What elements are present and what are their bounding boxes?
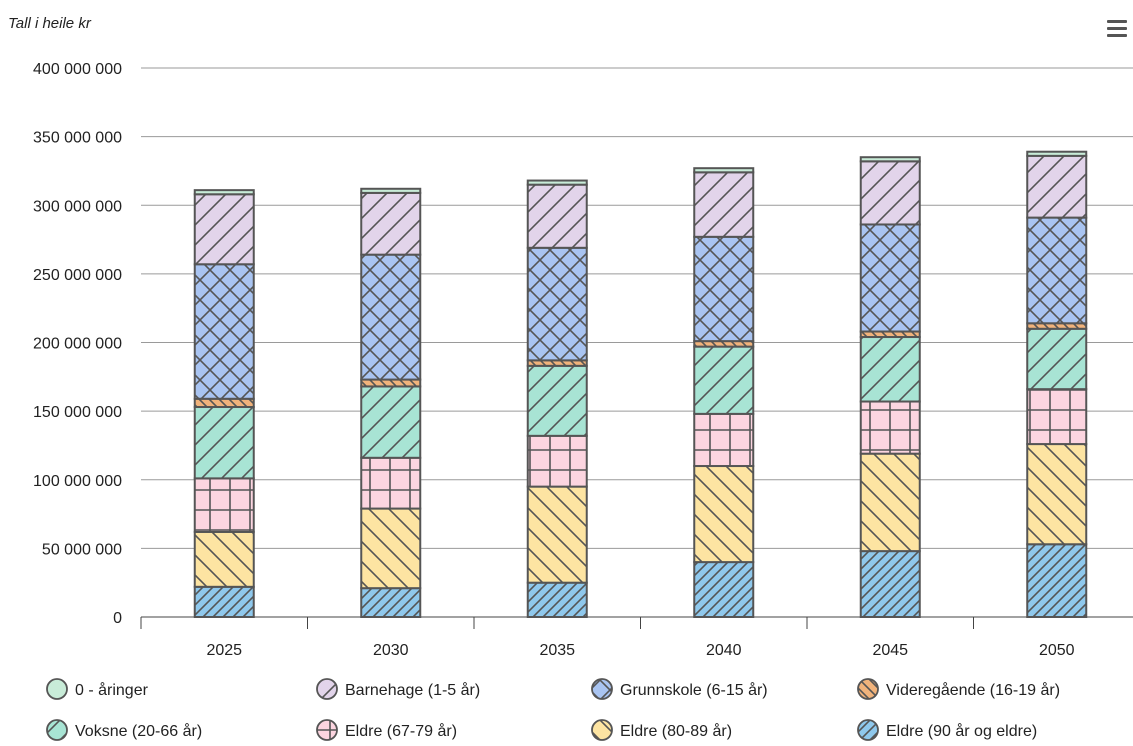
legend: 0 - åringer Barnehage (1-5 år) Grunnskole …	[46, 678, 1060, 741]
bar-segment[interactable]	[526, 246, 588, 362]
bar-segment[interactable]	[859, 336, 921, 403]
bar-stack-2025	[193, 189, 255, 618]
bar-segment[interactable]	[193, 263, 255, 400]
bar-segment[interactable]	[693, 167, 755, 174]
bar-segment[interactable]	[193, 530, 255, 588]
legend-item[interactable]: Videregående (16-19 år)	[857, 678, 1060, 700]
legend-symbol	[591, 719, 613, 741]
bar-segment[interactable]	[1026, 327, 1088, 391]
x-axis: 2025 2030 2035 2040 2045 2050	[140, 617, 1075, 659]
bar-segment[interactable]	[1026, 388, 1088, 446]
legend-symbol	[591, 678, 613, 700]
legend-label: Videregående (16-19 år)	[886, 681, 1060, 699]
legend-item[interactable]: Eldre (90 år og eldre)	[857, 719, 1037, 741]
legend-label: Eldre (67-79 år)	[345, 722, 457, 740]
bar-segment[interactable]	[859, 160, 921, 226]
legend-item[interactable]: Grunnskole (6-15 år)	[591, 678, 768, 700]
bar-segment[interactable]	[360, 507, 422, 590]
y-tick-label: 150 000 000	[33, 404, 122, 421]
bar-segment[interactable]	[526, 581, 588, 618]
legend-label: 0 - åringer	[75, 681, 149, 699]
bar-segment[interactable]	[193, 397, 255, 409]
legend-item[interactable]: Eldre (67-79 år)	[316, 719, 457, 741]
bar-segment[interactable]	[193, 193, 255, 266]
bar-segment[interactable]	[193, 585, 255, 618]
bar-segment[interactable]	[693, 235, 755, 343]
x-tick-label: 2045	[872, 642, 908, 659]
x-tick-label: 2030	[373, 642, 409, 659]
y-tick-label: 50 000 000	[42, 541, 122, 558]
legend-symbol	[316, 678, 338, 700]
legend-label: Eldre (80-89 år)	[620, 722, 732, 740]
bar-stack-2040	[693, 167, 755, 618]
bar-segment[interactable]	[360, 187, 422, 194]
bar-segment[interactable]	[693, 412, 755, 468]
x-tick-label: 2025	[206, 642, 242, 659]
bar-segment[interactable]	[360, 253, 422, 381]
bar-segment[interactable]	[1026, 216, 1088, 325]
hamburger-menu-icon	[1107, 20, 1127, 37]
legend-item[interactable]: 0 - åringer	[46, 678, 149, 700]
y-tick-label: 300 000 000	[33, 198, 122, 215]
bar-segment[interactable]	[693, 465, 755, 564]
legend-item[interactable]: Voksne (20-66 år)	[46, 719, 202, 741]
x-tick-label: 2035	[539, 642, 575, 659]
unit-label: Tall i heile kr	[8, 15, 92, 32]
bar-segment[interactable]	[859, 223, 921, 333]
y-tick-label: 100 000 000	[33, 473, 122, 490]
legend-label: Grunnskole (6-15 år)	[620, 681, 768, 699]
bar-stack-2050	[1026, 150, 1088, 619]
bar-segment[interactable]	[1026, 443, 1088, 546]
x-tick-label: 2040	[706, 642, 742, 659]
bar-segment[interactable]	[859, 452, 921, 553]
x-tick-label: 2050	[1039, 642, 1075, 659]
bar-segment[interactable]	[193, 477, 255, 533]
bar-stack-2035	[526, 179, 588, 618]
legend-symbol	[857, 678, 879, 700]
bar-segment[interactable]	[526, 485, 588, 584]
bar-segment[interactable]	[360, 378, 422, 388]
bar-segment[interactable]	[526, 434, 588, 488]
y-tick-label: 200 000 000	[33, 336, 122, 353]
y-tick-label: 400 000 000	[33, 61, 122, 78]
bar-segment[interactable]	[693, 171, 755, 238]
bars	[193, 150, 1088, 619]
legend-symbol	[46, 719, 68, 741]
y-tick-label: 0	[113, 610, 122, 627]
bar-segment[interactable]	[360, 456, 422, 510]
legend-label: Voksne (20-66 år)	[75, 722, 202, 740]
legend-symbol	[316, 719, 338, 741]
bar-segment[interactable]	[1026, 150, 1088, 157]
legend-item[interactable]: Barnehage (1-5 år)	[316, 678, 480, 700]
bar-segment[interactable]	[1026, 543, 1088, 619]
bar-stack-2030	[360, 187, 422, 618]
bar-segment[interactable]	[859, 156, 921, 163]
bar-segment[interactable]	[1026, 154, 1088, 219]
y-axis-tick-labels: 0 50 000 000 100 000 000 150 000 000 200 000…	[33, 61, 122, 627]
legend-label: Eldre (90 år og eldre)	[886, 722, 1037, 740]
bar-stack-2045	[859, 156, 921, 618]
bar-segment[interactable]	[526, 364, 588, 437]
bar-segment[interactable]	[526, 179, 588, 186]
bar-segment[interactable]	[859, 400, 921, 455]
y-tick-label: 350 000 000	[33, 130, 122, 147]
bar-segment[interactable]	[859, 550, 921, 618]
gridlines	[141, 67, 1133, 618]
bar-segment[interactable]	[526, 183, 588, 249]
bar-segment[interactable]	[193, 406, 255, 480]
legend-symbol	[46, 678, 68, 700]
bar-segment[interactable]	[360, 587, 422, 618]
bar-segment[interactable]	[360, 385, 422, 459]
chart-menu-button[interactable]	[1104, 16, 1130, 40]
legend-symbol	[857, 719, 879, 741]
bar-segment[interactable]	[693, 561, 755, 618]
legend-item[interactable]: Eldre (80-89 år)	[591, 719, 732, 741]
bar-segment[interactable]	[693, 345, 755, 415]
legend-label: Barnehage (1-5 år)	[345, 681, 480, 699]
y-tick-label: 250 000 000	[33, 267, 122, 284]
bar-segment[interactable]	[360, 191, 422, 256]
bar-segment[interactable]	[193, 189, 255, 196]
